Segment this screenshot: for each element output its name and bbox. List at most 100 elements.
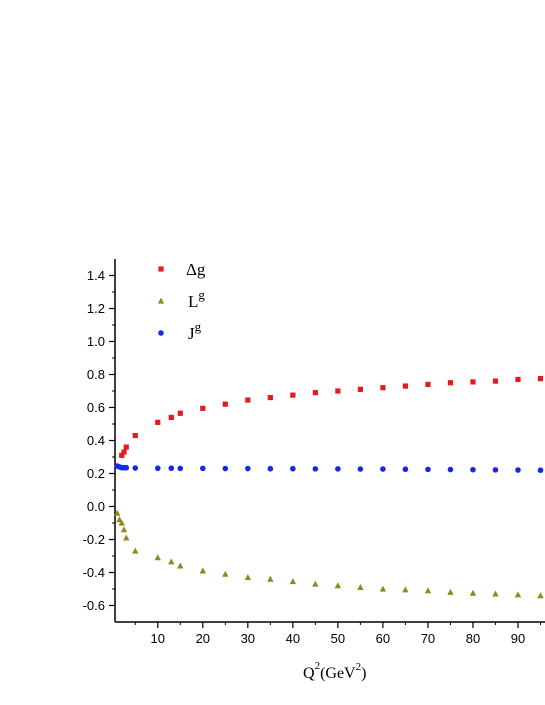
x-tick-label: 90	[511, 631, 525, 646]
data-point-square	[290, 392, 296, 398]
data-point-circle	[267, 465, 274, 472]
y-tick-label: -0.2	[83, 532, 105, 547]
data-point-square	[177, 410, 183, 416]
data-point-circle	[537, 467, 544, 474]
x-tick-label: 80	[466, 631, 480, 646]
data-point-square	[425, 381, 431, 387]
x-tick-label: 20	[196, 631, 210, 646]
data-point-triangle	[222, 570, 229, 577]
legend-marker-square	[158, 266, 164, 272]
data-point-triangle	[123, 534, 130, 541]
data-point-square	[119, 452, 125, 458]
y-tick-label: 0.6	[87, 400, 105, 415]
data-point-triangle	[114, 509, 121, 516]
x-tick-label: 60	[376, 631, 390, 646]
data-point-triangle	[537, 592, 544, 599]
data-point-circle	[470, 466, 476, 473]
data-point-triangle	[379, 585, 387, 592]
y-tick-label: 0.0	[87, 499, 105, 514]
data-point-circle	[177, 465, 184, 472]
data-point-circle	[154, 465, 161, 472]
data-point-circle	[515, 467, 521, 473]
data-point-square	[447, 380, 454, 386]
axes: -0.6 -0.4 -0.2 0.0 0.2 0.4 0.6 0.8 1.0 1.2 1.4 10 20…	[83, 259, 545, 646]
x-axis-title-exp: 2	[315, 660, 321, 672]
data-point-square	[200, 405, 206, 411]
data-point-triangle	[334, 582, 342, 589]
data-point-triangle	[168, 558, 175, 565]
data-point-triangle	[357, 583, 364, 590]
data-point-square	[492, 378, 499, 384]
data-point-square	[121, 449, 127, 455]
x-axis-title-unit-exp: 2	[356, 661, 362, 673]
x-tick-label: 50	[331, 631, 345, 646]
data-point-triangle	[120, 526, 128, 533]
x-tick-label: 70	[421, 631, 435, 646]
data-point-triangle	[514, 591, 522, 598]
data-point-circle	[168, 465, 175, 472]
data-point-square	[470, 379, 476, 385]
series-triangle	[114, 509, 544, 599]
data-point-triangle	[132, 547, 139, 554]
legend-label-main: L	[188, 292, 198, 311]
y-tick-label: 1.4	[87, 268, 105, 283]
data-point-triangle	[177, 562, 184, 569]
data-point-square	[267, 395, 273, 401]
data-point-circle	[380, 466, 386, 472]
data-point-triangle	[447, 588, 454, 595]
data-point-circle	[447, 466, 454, 473]
data-point-triangle	[469, 589, 477, 596]
data-point-circle	[123, 464, 130, 471]
data-point-triangle	[289, 578, 297, 585]
x-axis-title-close: )	[361, 665, 366, 682]
data-point-circle	[425, 466, 431, 473]
data-point-triangle	[402, 586, 409, 593]
data-point-triangle	[199, 567, 207, 574]
data-point-square	[222, 401, 228, 407]
legend-marker-triangle	[157, 297, 165, 304]
data-points	[114, 376, 544, 599]
data-point-circle	[222, 465, 229, 472]
data-point-square	[155, 419, 161, 425]
data-point-square	[380, 385, 386, 391]
data-point-circle	[245, 465, 251, 472]
data-point-square	[123, 444, 129, 450]
legend-label-main: Δg	[186, 260, 206, 279]
data-point-triangle	[116, 516, 123, 523]
data-point-triangle	[424, 587, 432, 594]
data-point-circle	[335, 466, 341, 472]
x-tick-label: 30	[241, 631, 255, 646]
legend-label-sup: g	[195, 319, 202, 334]
data-point-square	[312, 390, 318, 396]
data-point-square	[132, 432, 138, 439]
legend-label-sup: g	[198, 287, 205, 302]
y-tick-label: -0.6	[83, 598, 105, 613]
data-point-triangle	[118, 519, 125, 526]
series-circle	[114, 463, 544, 474]
data-point-circle	[492, 467, 499, 473]
y-tick-label: 1.0	[87, 334, 105, 349]
data-point-square	[515, 376, 521, 383]
y-tick-label: -0.4	[83, 565, 105, 580]
data-point-triangle	[244, 574, 252, 581]
series-square	[119, 376, 544, 458]
legend-label-main: J	[188, 324, 195, 343]
y-tick-label: 0.4	[87, 433, 105, 448]
data-point-triangle	[154, 554, 161, 561]
data-point-square	[537, 376, 544, 382]
legend-label: Lg	[188, 287, 205, 311]
legend-label: Jg	[188, 319, 202, 343]
legend-marker-circle	[158, 330, 164, 336]
x-tick-label: 10	[151, 631, 165, 646]
data-point-circle	[312, 466, 319, 472]
legend-label: Δg	[186, 260, 206, 279]
data-point-circle	[290, 465, 296, 472]
data-point-circle	[357, 466, 364, 472]
data-point-circle	[132, 465, 139, 471]
data-point-circle	[200, 465, 206, 472]
x-axis-title-main: Q	[303, 665, 315, 682]
data-point-triangle	[312, 580, 319, 587]
data-point-square	[357, 386, 363, 392]
data-point-triangle	[267, 575, 274, 582]
